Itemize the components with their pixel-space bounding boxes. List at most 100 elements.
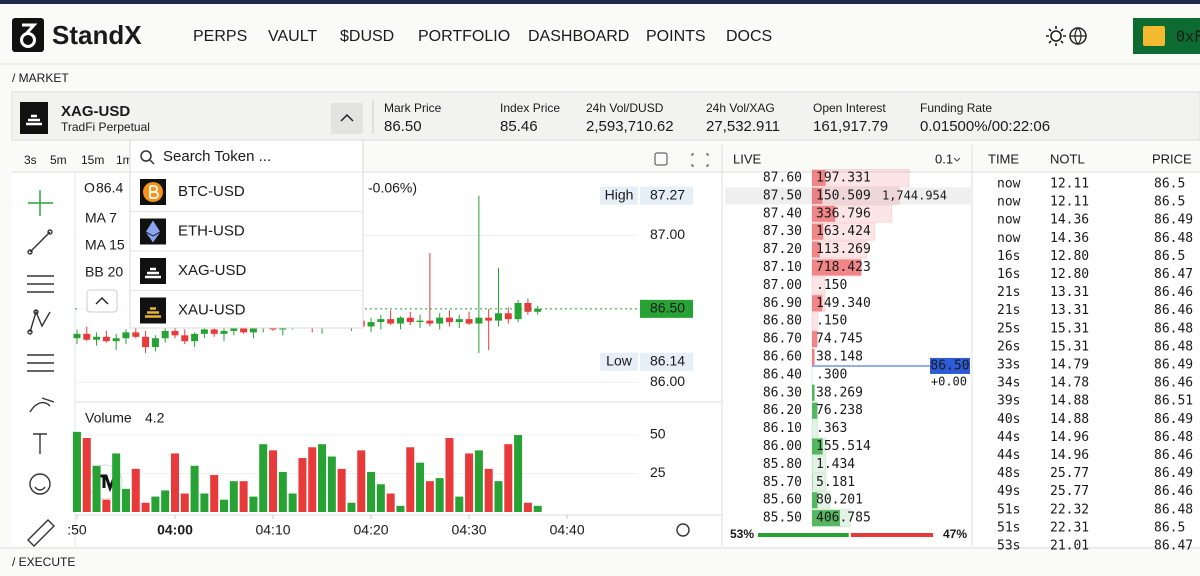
nav-link[interactable]: POINTS <box>646 28 706 45</box>
bid-price: 86.30 <box>763 385 802 400</box>
indicator-label: MA 7 <box>85 210 117 226</box>
volume-bar <box>445 438 454 512</box>
trades-header: TIME <box>988 151 1019 166</box>
size-bar <box>812 170 826 186</box>
mid-badge <box>930 357 970 374</box>
nav-link[interactable]: VAULT <box>268 28 317 45</box>
trade-price: 86.5 <box>1154 249 1185 264</box>
stat-label: 24h Vol/XAG <box>706 101 775 115</box>
ask-price: 87.60 <box>763 171 802 186</box>
nav-link[interactable]: PERPS <box>193 28 247 45</box>
volume-bar <box>72 431 81 512</box>
fullscreen-icon[interactable] <box>691 153 709 167</box>
volume-bar <box>474 450 483 512</box>
mid-price: 86.50 <box>930 358 969 373</box>
low-value: 86.14 <box>650 352 685 368</box>
hover-row <box>725 187 972 205</box>
volume-bar <box>318 444 327 512</box>
x-tick-label: 04:40 <box>550 522 585 538</box>
trade-time: 34s <box>997 376 1020 391</box>
ask-price: 87.10 <box>763 260 802 275</box>
bid-price: 85.70 <box>763 475 802 490</box>
timeframe[interactable]: 15m <box>81 153 104 167</box>
timeframe[interactable]: 1m <box>116 153 133 167</box>
volume-bar <box>504 444 513 512</box>
y-tick-label: 86.00 <box>650 373 685 389</box>
nav-link[interactable]: PORTFOLIO <box>418 28 510 45</box>
logo-text: StandX <box>52 20 142 50</box>
bid-size: 1.434 <box>816 457 855 472</box>
token-option[interactable]: ETH-USD <box>178 222 245 239</box>
trade-price: 86.47 <box>1154 539 1193 554</box>
low-tag-label: Low <box>606 352 633 368</box>
nav-link[interactable]: $DUSD <box>340 28 394 45</box>
bid-size: 5.181 <box>816 475 855 490</box>
trade-time: now <box>997 231 1021 246</box>
token-option[interactable]: XAG-USD <box>178 262 247 279</box>
candle-body <box>191 333 199 342</box>
high-value: 87.27 <box>650 186 685 202</box>
trade-price: 86.49 <box>1154 412 1193 427</box>
search-input[interactable]: Search Token ... <box>163 148 271 165</box>
candle-body <box>436 317 444 324</box>
volume-bar <box>288 493 297 512</box>
volume-label: Volume <box>85 410 132 426</box>
candle-body <box>524 302 532 312</box>
trade-price: 86.48 <box>1154 430 1193 445</box>
x-tick-label: :50 <box>67 522 87 538</box>
ask-size: 38.148 <box>816 350 863 365</box>
legend-change: -0.06%) <box>368 180 417 196</box>
trade-time: now <box>997 195 1021 210</box>
legend-open: O <box>84 180 95 196</box>
volume-bar <box>141 502 150 512</box>
volume-bar <box>180 493 189 512</box>
volume-bar <box>278 471 287 512</box>
legend-open-value: 86.4 <box>96 180 123 196</box>
volume-bar <box>396 505 405 512</box>
nav-link[interactable]: DASHBOARD <box>528 28 629 45</box>
market-toggle[interactable] <box>331 103 363 134</box>
trade-notional: 12.11 <box>1050 177 1089 192</box>
trade-time: 51s <box>997 502 1020 517</box>
timeframe[interactable]: 5m <box>50 153 67 167</box>
ask-price: 86.90 <box>763 296 802 311</box>
ask-size: 197.331 <box>816 171 871 186</box>
volume-bar <box>200 493 209 512</box>
search-icon <box>149 159 155 165</box>
market-subtitle: TradFi Perpetual <box>61 120 150 134</box>
chart-settings-icon[interactable] <box>654 152 668 166</box>
volume-bar <box>455 496 464 512</box>
bid-price: 86.40 <box>763 367 802 382</box>
legend-collapse[interactable] <box>86 289 118 313</box>
ask-size: .150 <box>816 314 847 329</box>
top-strip <box>0 0 1200 4</box>
trade-notional: 14.96 <box>1050 448 1089 463</box>
tick-size[interactable]: 0.1 <box>935 151 953 166</box>
volume-bar <box>367 471 376 512</box>
chevron <box>953 157 961 162</box>
size-bar <box>812 492 818 509</box>
nav-link[interactable]: DOCS <box>726 28 772 45</box>
bid-price: 85.60 <box>763 493 802 508</box>
theme-icon[interactable] <box>1050 30 1062 42</box>
token-option[interactable]: BTC-USD <box>178 183 245 200</box>
trade-time: now <box>997 177 1021 192</box>
volume-bar <box>425 481 434 512</box>
market-bar <box>11 91 1200 141</box>
timeframe[interactable]: 3s <box>24 153 37 167</box>
book-header: LIVE <box>733 151 762 166</box>
candle-body <box>416 320 424 323</box>
token-option[interactable]: XAU-USD <box>178 301 246 318</box>
trade-time: 21s <box>997 303 1020 318</box>
trade-time: 44s <box>997 430 1020 445</box>
trade-notional: 21.01 <box>1050 539 1089 554</box>
volume-bar <box>298 458 307 512</box>
theme-icon <box>1046 26 1066 46</box>
volume-tick-label: 50 <box>650 426 666 442</box>
search-icon <box>140 150 152 162</box>
size-bar <box>812 187 823 204</box>
bid-price: 85.80 <box>763 457 802 472</box>
hover-total: 1,744.954 <box>882 188 947 202</box>
size-bar <box>812 438 823 455</box>
volume-value: 4.2 <box>145 410 165 426</box>
